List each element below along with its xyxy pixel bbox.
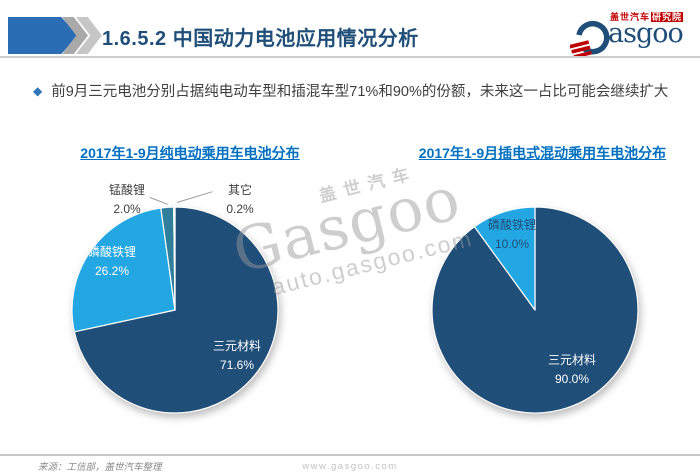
- header-arrow-banner: [8, 17, 78, 54]
- pie-slice-其它: [173, 206, 176, 311]
- pie-chart-phev: [431, 206, 639, 414]
- pie-slice-磷酸铁锂: [473, 206, 536, 311]
- logo-cn-text: 盖世汽车 研究院: [610, 12, 684, 22]
- page-title: 1.6.5.2 中国动力电池应用情况分析: [102, 28, 419, 50]
- footer-site-url: www.gasgoo.com: [302, 461, 398, 472]
- diamond-bullet-icon: ◆: [33, 84, 43, 98]
- key-point-text: 前9月三元电池分别占据纯电动车型和插混车型71%和90%的份额，未来这一占比可能…: [51, 84, 669, 100]
- pie-slice-三元材料: [73, 206, 279, 414]
- gasgoo-logo: 盖世汽车 研究院 asgoo: [570, 8, 688, 56]
- pie-slice-磷酸铁锂: [71, 207, 176, 333]
- key-point-bullet: ◆ 前9月三元电池分别占据纯电动车型和插混车型71%和90%的份额，未来这一占比可…: [33, 80, 683, 101]
- logo-latin-text: asgoo: [608, 18, 684, 49]
- chart-title-phev: 2017年1-9月插电式混动乘用车电池分布: [418, 145, 667, 161]
- gasgoo-g-icon: [570, 20, 610, 56]
- header-divider: [0, 56, 700, 58]
- chart-title-pure-ev: 2017年1-9月纯电动乘用车电池分布: [80, 145, 300, 161]
- source-note: 来源：工信部，盖世汽车整理: [38, 462, 162, 473]
- pie-chart-pure-ev: [71, 206, 279, 414]
- footer-divider: [0, 454, 700, 456]
